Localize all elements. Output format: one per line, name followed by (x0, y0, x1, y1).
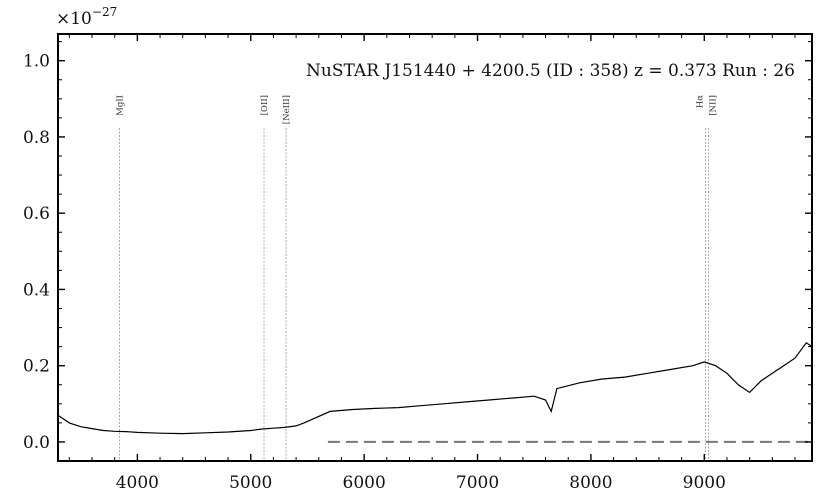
x-tick-label: 5000 (229, 473, 272, 493)
y-axis-multiplier: ×10−27 (56, 5, 117, 29)
ticks-layer: 4000 5000 6000 7000 8000 9000 0.0 0.2 0.4 0.6 0.8 1… (23, 34, 812, 493)
emission-lines: MgII [OII] [NeIII] Hα [NII] (115, 95, 719, 461)
y-tick-label: 0.2 (23, 357, 50, 377)
y-tick-label: 0.4 (23, 280, 50, 300)
emission-line-label: [NII] (709, 95, 719, 116)
y-tick-label: 0.0 (23, 433, 50, 453)
emission-line-label: MgII (115, 95, 125, 116)
series-layer (57, 341, 813, 443)
emission-line-label: [NeIII] (282, 95, 292, 124)
emission-line-label: Hα (696, 95, 706, 108)
spectrum-series-line (57, 341, 813, 435)
plot-frame (57, 33, 813, 462)
chart-title: NuSTAR J151440 + 4200.5 (ID : 358) z = 0… (306, 61, 795, 81)
y-multiplier-base: ×10 (56, 9, 92, 29)
x-tick-label: 7000 (456, 473, 499, 493)
x-tick-label: 6000 (343, 473, 386, 493)
emission-line-label: [OII] (260, 95, 270, 115)
x-tick-label: 4000 (116, 473, 159, 493)
x-tick-label: 9000 (683, 473, 726, 493)
y-tick-label: 0.8 (23, 128, 50, 148)
y-tick-label: 0.6 (23, 204, 50, 224)
y-tick-label: 1.0 (23, 52, 50, 72)
y-multiplier-exponent: −27 (92, 5, 117, 19)
x-tick-label: 8000 (569, 473, 612, 493)
